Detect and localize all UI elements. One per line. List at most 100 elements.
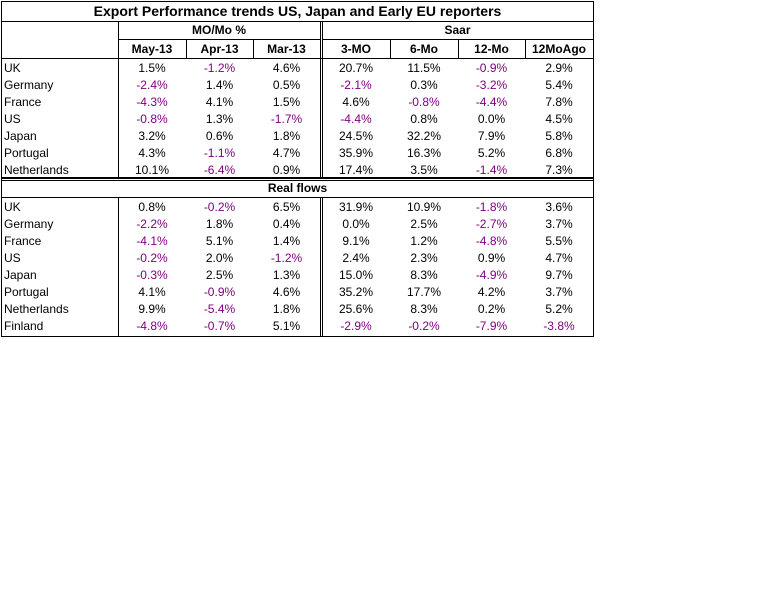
value: -1.4% (475, 163, 508, 177)
row-label: Germany (4, 78, 54, 92)
value: 6.8% (545, 146, 573, 160)
row-label: Finland (4, 319, 44, 333)
column-header: 12-Mo (474, 42, 509, 56)
row-label: Japan (4, 129, 37, 143)
row-label: Netherlands (4, 302, 69, 316)
value: -1.8% (475, 200, 508, 214)
value: -2.2% (136, 217, 168, 231)
value: -7.9% (475, 319, 508, 333)
value: 15.0% (338, 268, 374, 282)
row-label: UK (4, 200, 21, 214)
value: 32.2% (406, 129, 442, 143)
value: 4.6% (342, 95, 370, 109)
value: -0.9% (475, 61, 508, 75)
value: 4.6% (272, 61, 301, 75)
value: 8.3% (410, 268, 438, 282)
value: 9.1% (342, 234, 370, 248)
group-header: MO/Mo % (192, 23, 246, 37)
row-label: US (4, 251, 21, 265)
value: 1.3% (205, 112, 234, 126)
value: -0.2% (408, 319, 440, 333)
rule (390, 39, 391, 59)
value: 3.7% (545, 217, 573, 231)
value: 5.2% (545, 302, 573, 316)
value: -5.4% (203, 302, 236, 316)
row-label: Netherlands (4, 163, 69, 177)
value: 4.1% (138, 285, 166, 299)
rule (118, 21, 119, 178)
value: 1.8% (205, 217, 234, 231)
value: -0.3% (136, 268, 168, 282)
value: 10.1% (134, 163, 170, 177)
value: 10.9% (406, 200, 442, 214)
value: 1.8% (272, 129, 301, 143)
value: 17.4% (338, 163, 374, 177)
value: -1.1% (203, 146, 236, 160)
column-header: May-13 (131, 42, 173, 56)
value: 16.3% (406, 146, 442, 160)
value: 5.1% (205, 234, 234, 248)
value: 24.5% (338, 129, 374, 143)
value: 0.5% (272, 78, 301, 92)
column-header: 6-Mo (410, 42, 438, 56)
value: -0.8% (136, 112, 168, 126)
value: 0.0% (477, 112, 506, 126)
row-label: Germany (4, 217, 54, 231)
row-label: Japan (4, 268, 37, 282)
value: -4.8% (136, 319, 168, 333)
value: 35.2% (338, 285, 374, 299)
row-label: France (4, 95, 42, 109)
group-header: Saar (444, 23, 471, 37)
value: 0.9% (477, 251, 506, 265)
column-header: Apr-13 (200, 42, 239, 56)
value: 17.7% (406, 285, 442, 299)
value: -1.7% (270, 112, 303, 126)
value: 0.3% (410, 78, 438, 92)
value: 4.2% (477, 285, 506, 299)
rule (1, 21, 594, 22)
rule (593, 1, 594, 337)
rule (322, 197, 323, 337)
rule (1, 180, 594, 181)
value: 5.2% (477, 146, 506, 160)
rule (320, 21, 321, 178)
column-header: Mar-13 (267, 42, 306, 56)
value: 1.3% (272, 268, 301, 282)
value: -4.4% (340, 112, 372, 126)
value: -0.2% (136, 251, 168, 265)
rule (253, 39, 254, 59)
value: -0.7% (203, 319, 236, 333)
value: 1.4% (272, 234, 301, 248)
rule (118, 197, 119, 337)
value: 3.6% (545, 200, 573, 214)
value: -6.4% (203, 163, 236, 177)
value: -4.9% (475, 268, 508, 282)
value: 1.5% (272, 95, 301, 109)
row-label: France (4, 234, 42, 248)
rule (1, 1, 2, 337)
value: -4.4% (475, 95, 508, 109)
value: 1.2% (410, 234, 438, 248)
rule (320, 197, 321, 337)
value: -0.8% (408, 95, 440, 109)
value: -2.7% (475, 217, 508, 231)
value: 2.4% (342, 251, 370, 265)
rule (458, 39, 459, 59)
value: 4.6% (272, 285, 301, 299)
value: -0.9% (203, 285, 236, 299)
value: -4.1% (136, 234, 168, 248)
value: 3.5% (410, 163, 438, 177)
value: 25.6% (338, 302, 374, 316)
value: 2.0% (205, 251, 234, 265)
value: -1.2% (270, 251, 303, 265)
rule (1, 336, 594, 337)
value: -4.3% (136, 95, 168, 109)
rule (322, 39, 593, 40)
value: -4.8% (475, 234, 508, 248)
rule (322, 21, 323, 178)
value: 7.3% (545, 163, 573, 177)
value: -3.2% (475, 78, 508, 92)
value: 9.7% (545, 268, 573, 282)
row-label: US (4, 112, 21, 126)
value: 4.7% (272, 146, 301, 160)
